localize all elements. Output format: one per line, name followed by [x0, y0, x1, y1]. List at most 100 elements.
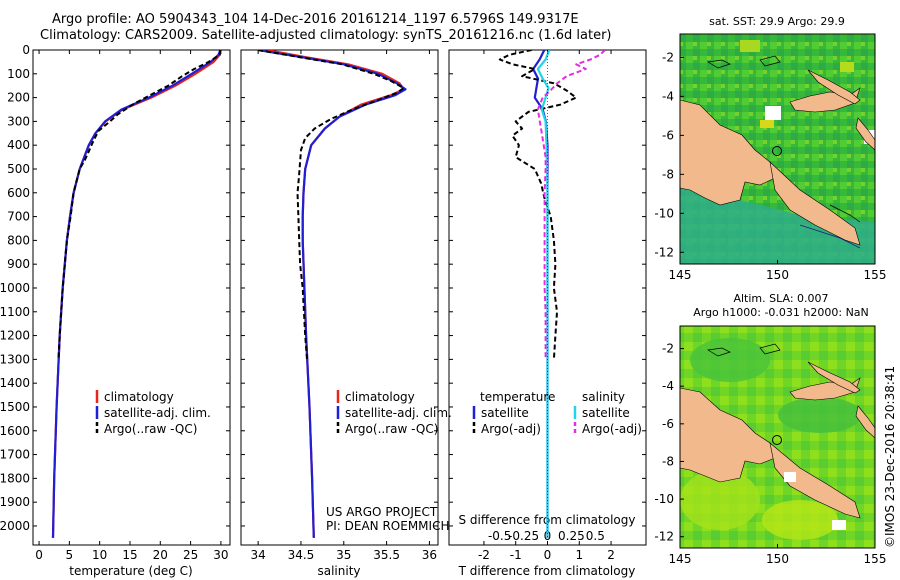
series-line-salinity-argo-adj [536, 50, 606, 360]
salinity-series [257, 50, 407, 538]
lat-tick-label: -4 [662, 89, 674, 103]
temperature-xlabel: temperature (deg C) [69, 564, 192, 578]
sst-warm-patch [840, 62, 854, 72]
depth-tick-label: 1100 [0, 305, 30, 319]
legend-label: satellite-adj. clim. [104, 406, 211, 420]
depth-tick-label: 1900 [0, 495, 30, 509]
new-britain-land [789, 377, 861, 401]
s-tick-label: -0.25 [508, 529, 539, 543]
x-tick-label: -2 [478, 548, 490, 562]
lat-tick-label: -2 [662, 50, 674, 64]
figure-title-line2: Climatology: CARS2009. Satellite-adjuste… [40, 28, 612, 43]
sst-map [679, 33, 876, 265]
difference-series [498, 50, 606, 538]
depth-tick-label: 1400 [0, 376, 30, 390]
depth-tick-label: 1500 [0, 400, 30, 414]
sla-low-anomaly [778, 397, 862, 433]
lat-tick-label: -2 [662, 342, 674, 356]
lat-tick-label: -10 [654, 206, 674, 220]
lon-tick-label: 145 [669, 552, 692, 566]
lon-tick-label: 155 [864, 268, 887, 282]
x-tick-label: 5 [66, 548, 74, 562]
salinity-legend: climatology satellite-adj. clim. Argo(..… [326, 390, 452, 533]
island-outline [706, 59, 731, 69]
s-tick-label: 0.5 [586, 529, 605, 543]
x-tick-label: 1 [575, 548, 583, 562]
series-line-argo-raw-qc [257, 50, 405, 360]
depth-tick-label: 1200 [0, 329, 30, 343]
x-tick-label: 34 [250, 548, 265, 562]
legend-label: Argo(..raw -QC) [104, 422, 197, 436]
island-outline [759, 343, 781, 355]
depth-tick-label: 600 [7, 186, 30, 200]
map-axes: -2 -4 -6 -8 -10 -12 145 150 155 -2 -4 -6 -8 -10 -12 145… [654, 50, 886, 566]
depth-tick-label: 900 [7, 257, 30, 271]
lat-tick-label: -4 [662, 379, 674, 393]
depth-tick-label: 400 [7, 138, 30, 152]
lat-tick-label: -6 [662, 417, 674, 431]
t-difference-xlabel: T difference from climatology [458, 564, 636, 578]
sst-map-title: sat. SST: 29.9 Argo: 29.9 [709, 15, 845, 28]
salinity-xlabel: salinity [317, 564, 360, 578]
sla-map-title2: Argo h1000: -0.031 h2000: NaN [693, 306, 869, 319]
x-tick-label: 10 [92, 548, 107, 562]
sla-missing-data [784, 472, 796, 482]
depth-tick-label: 1800 [0, 471, 30, 485]
x-tick-label: 35 [336, 548, 351, 562]
series-line-argo-raw-qc [57, 50, 222, 360]
x-tick-label: 0 [35, 548, 43, 562]
sla-low-anomaly [690, 338, 770, 382]
legend-label: Argo(..raw -QC) [345, 422, 438, 436]
x-tick-label: 0 [544, 548, 552, 562]
legend-label: climatology [345, 390, 415, 404]
papua-peninsula-land [769, 161, 861, 246]
legend-label: satellite [582, 406, 630, 420]
depth-tick-label: 0 [22, 43, 30, 57]
sla-map [679, 325, 876, 549]
lon-tick-label: 155 [864, 552, 887, 566]
lat-tick-label: -12 [654, 245, 674, 259]
new-guinea-land [679, 387, 776, 483]
s-tick-label: -0.5 [488, 529, 511, 543]
legend-label: Argo(-adj) [582, 422, 642, 436]
depth-tick-label: 300 [7, 114, 30, 128]
project-pi: PI: DEAN ROEMMICH [326, 519, 449, 533]
x-tick-label: 36 [422, 548, 437, 562]
papua-peninsula-land [769, 442, 861, 519]
argo-position-marker [772, 435, 782, 445]
lat-tick-label: -10 [654, 492, 674, 506]
series-line-satellite-adj-clim [257, 50, 407, 538]
salinity-x-axis: 34 34.5 35 35.5 36 [250, 50, 437, 562]
legend-label: satellite-adj. clim. [345, 406, 452, 420]
sst-warm-patch [740, 40, 760, 52]
x-tick-label: 15 [122, 548, 137, 562]
series-line-temperature-argo-adj [498, 50, 578, 360]
depth-tick-label: 500 [7, 162, 30, 176]
x-tick-label: 20 [153, 548, 168, 562]
argo-position-marker [772, 146, 782, 156]
temperature-x-axis: 0 5 10 15 20 25 30 [35, 50, 229, 562]
temperature-legend: climatology satellite-adj. clim. Argo(..… [95, 390, 211, 436]
reef-outline [799, 224, 861, 249]
lat-tick-label: -8 [662, 454, 674, 468]
depth-tick-label: 800 [7, 233, 30, 247]
legend-head-temperature: temperature [480, 390, 555, 404]
x-tick-label: 25 [183, 548, 198, 562]
sla-map-title1: Altim. SLA: 0.007 [733, 292, 828, 305]
sla-high-anomaly [762, 500, 838, 540]
sla-high-anomaly [680, 470, 760, 530]
depth-tick-label: 200 [7, 91, 30, 105]
x-tick-label: 34.5 [288, 548, 315, 562]
lat-tick-label: -6 [662, 128, 674, 142]
sst-missing-data [765, 106, 781, 120]
legend-label: Argo(-adj) [481, 422, 541, 436]
legend-label: climatology [104, 390, 174, 404]
sla-missing-data [832, 520, 846, 530]
series-line-satellite-adj-clim [51, 50, 222, 538]
island-outline [829, 204, 861, 223]
series-line-salinity-satellite [536, 50, 551, 538]
imos-credit: ©IMOS 23-Dec-2016 20:38:41 [883, 366, 897, 548]
depth-tick-label: 1300 [0, 352, 30, 366]
island-outline [759, 55, 781, 67]
